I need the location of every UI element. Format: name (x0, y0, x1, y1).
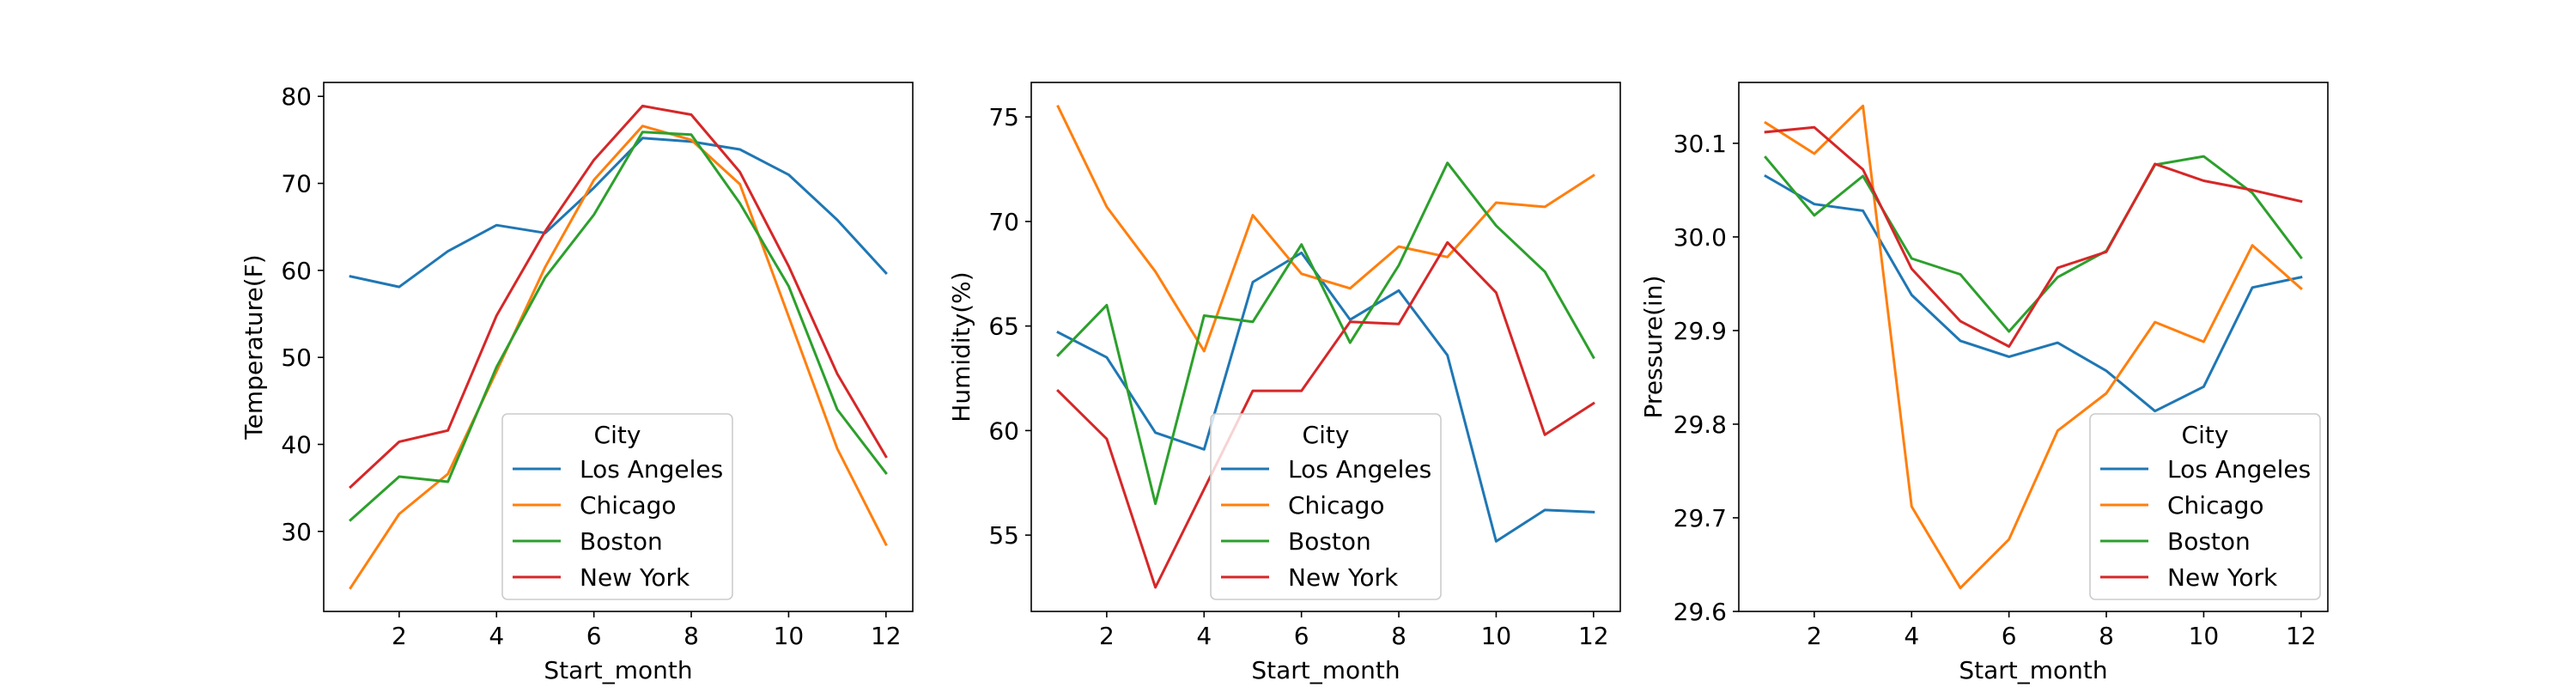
y-tick-label: 40 (281, 430, 312, 459)
legend-entry-label: Chicago (2167, 491, 2264, 520)
series-line-los-angeles (349, 137, 888, 289)
x-tick-label: 6 (2002, 622, 2017, 650)
x-tick-label: 10 (774, 622, 805, 650)
y-tick-label: 29.6 (1674, 598, 1727, 626)
y-tick-label: 60 (281, 257, 312, 285)
legend-entry-label: Boston (1288, 527, 1371, 556)
y-tick-label: 55 (988, 521, 1019, 550)
x-tick-label: 2 (1807, 622, 1822, 650)
legend-title: City (1303, 421, 1350, 449)
y-tick-label: 30.1 (1674, 130, 1727, 158)
y-tick-label: 75 (988, 103, 1019, 131)
x-axis-label: Start_month (544, 656, 692, 684)
x-tick-label: 10 (2189, 622, 2220, 650)
x-tick-label: 12 (871, 622, 902, 650)
y-tick-label: 30 (281, 518, 312, 546)
x-axis-label: Start_month (1959, 656, 2107, 684)
legend-entry-label: Los Angeles (2167, 455, 2311, 483)
x-tick-label: 2 (392, 622, 407, 650)
x-tick-label: 8 (1391, 622, 1406, 650)
legend-box (1210, 413, 1442, 600)
legend: City Los Angeles Chicago Boston New York (501, 413, 733, 600)
y-axis-label: Pressure(in) (1639, 276, 1668, 419)
plot-frame (323, 82, 914, 612)
y-tick-label: 80 (281, 82, 312, 111)
series-line-boston (1764, 155, 2303, 333)
x-tick-label: 12 (2286, 622, 2317, 650)
series-line-new-york (349, 104, 888, 489)
legend-title: City (2182, 421, 2229, 449)
x-tick-label: 2 (1099, 622, 1115, 650)
legend-entry-label: Los Angeles (1288, 455, 1431, 483)
chart-panel-2: 2 4 6 8 10 12 55 60 65 70 75 Start_month Humidity(%)… (947, 82, 1621, 684)
y-tick-label: 65 (988, 313, 1019, 341)
chart-panel-3: 2 4 6 8 10 12 29.6 29.7 29.8 29.9 30.0 30.1 Start_mo… (1639, 82, 2329, 684)
y-tick-label: 29.8 (1674, 410, 1727, 439)
y-tick-label: 60 (988, 416, 1019, 445)
x-tick-label: 10 (1481, 622, 1512, 650)
plot-frame (1738, 82, 2329, 612)
legend-entry-label: New York (580, 563, 690, 592)
plot-frame (1030, 82, 1621, 612)
y-tick-label: 29.9 (1674, 317, 1727, 345)
x-tick-label: 4 (1196, 622, 1212, 650)
legend-box (501, 413, 733, 600)
legend-entry-label: Chicago (580, 491, 677, 520)
series-line-chicago (1764, 104, 2303, 590)
x-tick-label: 8 (2099, 622, 2114, 650)
legend-entry-label: Boston (580, 527, 663, 556)
x-axis-label: Start_month (1251, 656, 1400, 684)
series-line-chicago (1056, 104, 1595, 353)
legend-entry-label: New York (1288, 563, 1399, 592)
x-tick-label: 12 (1578, 622, 1609, 650)
series-line-boston (349, 131, 888, 522)
y-tick-label: 50 (281, 344, 312, 372)
legend-entry-label: New York (2167, 563, 2278, 592)
y-tick-label: 70 (988, 208, 1019, 236)
legend: City Los Angeles Chicago Boston New York (2089, 413, 2321, 600)
chart-panel-1: 2 4 6 8 10 12 30 40 50 60 70 80 Start_month Temperatu… (240, 82, 914, 684)
y-axis-label: Temperature(F) (240, 254, 268, 440)
legend-entry-label: Boston (2167, 527, 2251, 556)
x-tick-label: 6 (586, 622, 602, 650)
x-tick-label: 4 (489, 622, 504, 650)
series-line-boston (1056, 161, 1595, 506)
y-axis-label: Humidity(%) (947, 271, 975, 422)
series-line-new-york (1764, 125, 2303, 348)
y-tick-label: 70 (281, 170, 312, 198)
legend-entry-label: Chicago (1288, 491, 1385, 520)
y-tick-label: 30.0 (1674, 223, 1727, 252)
series-line-los-angeles (1764, 173, 2303, 413)
x-tick-label: 6 (1294, 622, 1309, 650)
series-line-los-angeles (1056, 251, 1595, 543)
legend-box (2089, 413, 2321, 600)
legend-entry-label: Los Angeles (580, 455, 723, 483)
x-tick-label: 8 (683, 622, 699, 650)
legend: City Los Angeles Chicago Boston New York (1210, 413, 1442, 600)
legend-title: City (594, 421, 641, 449)
x-tick-label: 4 (1904, 622, 1919, 650)
series-line-new-york (1056, 240, 1595, 589)
y-tick-label: 29.7 (1674, 504, 1727, 532)
